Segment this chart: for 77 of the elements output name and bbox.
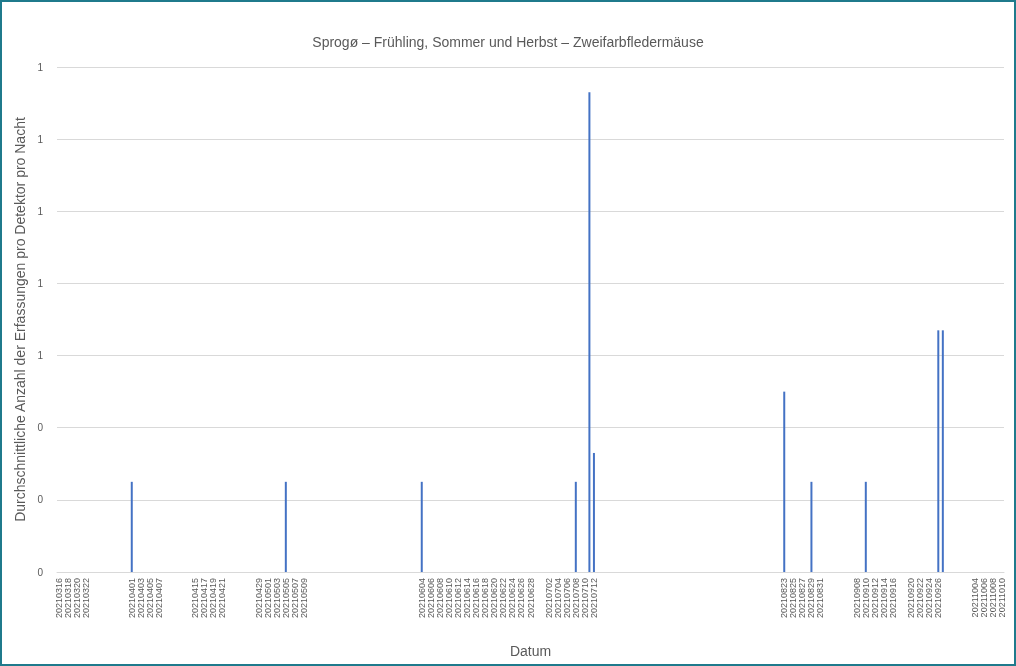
- x-tick-label: 20210507: [289, 578, 300, 619]
- chart-title: Sprogø – Frühling, Sommer und Herbst – Zweifarbfledermäuse: [312, 34, 704, 50]
- x-tick-label: 20210702: [543, 578, 554, 619]
- x-tick-label: 20210920: [906, 578, 917, 619]
- x-tick-label: 20210831: [815, 578, 826, 619]
- y-tick-label: 1: [37, 350, 44, 362]
- x-tick-label: 20210624: [507, 578, 518, 619]
- x-tick-label: 20210924: [924, 578, 935, 619]
- x-tick-label: 20210318: [63, 578, 74, 619]
- x-tick-label: 20210407: [153, 578, 164, 619]
- x-tick-label: 20210922: [915, 578, 926, 619]
- bar: [592, 452, 595, 572]
- x-tick-label: 20210712: [588, 578, 599, 619]
- x-tick-label: 20210419: [208, 578, 219, 619]
- x-tick-label: 20210910: [860, 578, 871, 619]
- x-tick-label: 20210501: [262, 578, 273, 619]
- x-tick-label: 20210417: [199, 578, 210, 619]
- x-tick-label: 20210618: [480, 578, 491, 619]
- x-tick-label: 20210908: [851, 578, 862, 619]
- bar: [864, 481, 867, 572]
- bar: [130, 481, 133, 572]
- y-tick-label: 0: [37, 422, 44, 434]
- x-tick-label: 20210614: [462, 578, 473, 619]
- x-tick-label: 20210316: [54, 578, 65, 619]
- x-tick-label: 20210628: [525, 578, 536, 619]
- bar: [420, 481, 423, 572]
- bar: [810, 481, 813, 572]
- x-tick-label: 20210912: [869, 578, 880, 619]
- y-axis-title: Durchschnittliche Anzahl der Erfassungen pro Detektor pro Nacht: [11, 117, 28, 522]
- x-tick-label: 20210509: [298, 578, 309, 619]
- bar: [284, 481, 287, 572]
- x-tick-label: 20210415: [190, 578, 201, 619]
- y-tick-label: 1: [37, 205, 44, 217]
- x-tick-label: 20210606: [425, 578, 436, 619]
- y-tick-label: 1: [37, 133, 44, 145]
- x-tick-label: 20210604: [416, 578, 427, 619]
- bar: [588, 92, 591, 572]
- x-tick-label: 20210505: [280, 578, 291, 619]
- x-tick-label: 20210916: [887, 578, 898, 619]
- x-tick-label: 20210405: [144, 578, 155, 619]
- x-tick-label: 20210320: [72, 578, 83, 619]
- y-tick-label: 0: [37, 566, 44, 578]
- x-tick-label: 20210403: [135, 578, 146, 619]
- x-tick-label: 20211004: [969, 578, 980, 618]
- bar: [783, 391, 786, 572]
- x-tick-label: 20210610: [443, 578, 454, 619]
- x-tick-label: 20210827: [797, 578, 808, 619]
- y-tick-label: 1: [37, 277, 44, 289]
- x-tick-label: 20210823: [779, 578, 790, 619]
- x-tick-label: 20210829: [806, 578, 817, 619]
- x-tick-label: 20210706: [561, 578, 572, 619]
- x-tick-label: 20210622: [498, 578, 509, 619]
- x-tick-label: 20210401: [126, 578, 137, 619]
- x-tick-label: 20210429: [253, 578, 264, 619]
- x-tick-label: 20210612: [453, 578, 463, 619]
- x-tick-label: 20210704: [552, 578, 563, 619]
- x-axis-title: Datum: [509, 643, 552, 659]
- x-tick-label: 20210825: [788, 578, 799, 619]
- x-tick-label: 20210503: [271, 578, 282, 619]
- x-tick-label: 20210322: [81, 578, 92, 619]
- x-tick-label: 20211006: [978, 578, 989, 618]
- x-tick-label: 20211008: [987, 578, 998, 618]
- bar: [574, 481, 577, 572]
- x-tick-label: 20210926: [933, 578, 944, 619]
- x-tick-label: 20210708: [570, 578, 581, 619]
- x-tick-label: 20210421: [217, 578, 228, 619]
- x-tick-label: 20210620: [489, 578, 500, 619]
- y-tick-label: 1: [37, 61, 44, 73]
- x-tick-label: 20210626: [516, 578, 527, 619]
- y-tick-label: 0: [37, 494, 44, 506]
- bar: [937, 330, 940, 572]
- x-tick-label: 20210914: [878, 578, 889, 619]
- x-tick-label: 20210608: [434, 578, 445, 619]
- x-tick-label: 20210616: [471, 578, 482, 619]
- x-tick-label: 20210710: [579, 578, 590, 619]
- bar: [941, 330, 944, 572]
- x-tick-label: 20211010: [996, 578, 1007, 618]
